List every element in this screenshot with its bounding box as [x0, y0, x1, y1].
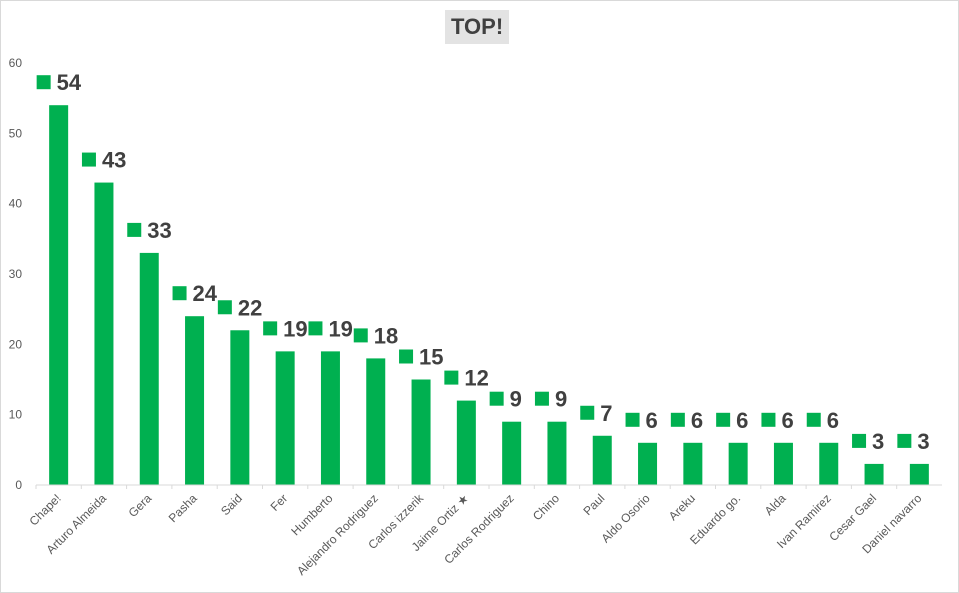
- data-label: 9: [510, 387, 522, 412]
- x-tick-label: Chape!: [27, 491, 64, 528]
- data-label: 43: [102, 148, 126, 173]
- y-tick-label: 50: [9, 126, 23, 140]
- data-label-marker: [263, 321, 278, 336]
- bar: [275, 351, 295, 485]
- x-axis: Chape!Arturo Almeida Gera Pasha Said FerHumb…: [27, 484, 942, 578]
- data-label: 3: [917, 429, 929, 454]
- data-label-marker: [81, 152, 96, 167]
- data-label: 6: [827, 408, 839, 433]
- x-tick-label: Said: [218, 491, 245, 518]
- bar: [547, 421, 567, 485]
- bar: [94, 182, 114, 486]
- x-tick-label: Areku: [666, 491, 698, 523]
- data-label: 6: [646, 408, 658, 433]
- bar: [185, 316, 205, 485]
- bar: [456, 400, 476, 485]
- x-tick-label: Chino: [530, 491, 562, 523]
- bar: [230, 330, 250, 485]
- bar: [819, 442, 839, 485]
- data-label-marker: [172, 286, 187, 301]
- x-tick-label: Gera: [126, 491, 155, 520]
- data-label: 33: [147, 218, 171, 243]
- x-tick-label: Paul: [580, 491, 607, 518]
- y-tick-label: 40: [9, 197, 23, 211]
- data-label: 54: [57, 70, 82, 95]
- bar: [366, 358, 386, 485]
- data-label: 7: [600, 401, 612, 426]
- data-label: 24: [193, 281, 218, 306]
- y-tick-label: 60: [9, 56, 23, 70]
- data-label-marker: [580, 405, 595, 420]
- data-label: 19: [283, 316, 307, 341]
- bar: [773, 442, 793, 485]
- bar: [909, 463, 929, 485]
- x-tick-label: Fer: [268, 491, 291, 514]
- chart-title: TOP!: [445, 10, 510, 44]
- data-label: 6: [691, 408, 703, 433]
- data-label-marker: [489, 391, 504, 406]
- data-label-marker: [444, 370, 459, 385]
- data-label-marker: [353, 328, 368, 343]
- y-tick-label: 0: [15, 478, 22, 492]
- data-label-marker: [217, 300, 232, 315]
- data-label: 6: [736, 408, 748, 433]
- data-label: 15: [419, 345, 443, 370]
- data-label-marker: [897, 433, 912, 448]
- x-tick-label: Humberto: [288, 491, 335, 538]
- data-label: 18: [374, 323, 398, 348]
- bar: [728, 442, 748, 485]
- data-label-marker: [127, 222, 142, 237]
- data-label-marker: [761, 412, 776, 427]
- data-label-marker: [852, 433, 867, 448]
- bar: [411, 379, 431, 485]
- data-label-marker: [806, 412, 821, 427]
- y-tick-label: 20: [9, 337, 23, 351]
- data-label: 19: [328, 316, 352, 341]
- data-label: 22: [238, 295, 262, 320]
- bar: [592, 435, 612, 485]
- bar: [683, 442, 703, 485]
- bar: [502, 421, 522, 485]
- data-label: 3: [872, 429, 884, 454]
- data-label-marker: [308, 321, 323, 336]
- data-label-marker: [625, 412, 640, 427]
- data-label-marker: [534, 391, 549, 406]
- bar: [638, 442, 658, 485]
- data-label: 12: [464, 366, 488, 391]
- x-tick-label: Aldo Osorio: [598, 491, 652, 545]
- data-label-marker: [399, 349, 414, 364]
- data-label: 9: [555, 387, 567, 412]
- x-tick-label: Alejandro Rodriguez: [294, 491, 381, 578]
- data-label: 6: [781, 408, 793, 433]
- data-label-marker: [36, 75, 51, 90]
- y-tick-label: 10: [9, 408, 23, 422]
- data-label-marker: [716, 412, 731, 427]
- x-tick-label: Alda: [762, 491, 789, 518]
- data-label-marker: [670, 412, 685, 427]
- y-tick-label: 30: [9, 267, 23, 281]
- bar: [139, 252, 159, 485]
- bar: [320, 351, 340, 485]
- x-tick-label: Pasha: [166, 491, 200, 525]
- bar: [864, 463, 884, 485]
- y-axis: 0 10 20 30 40 50 60: [9, 56, 23, 492]
- bar: [49, 105, 69, 485]
